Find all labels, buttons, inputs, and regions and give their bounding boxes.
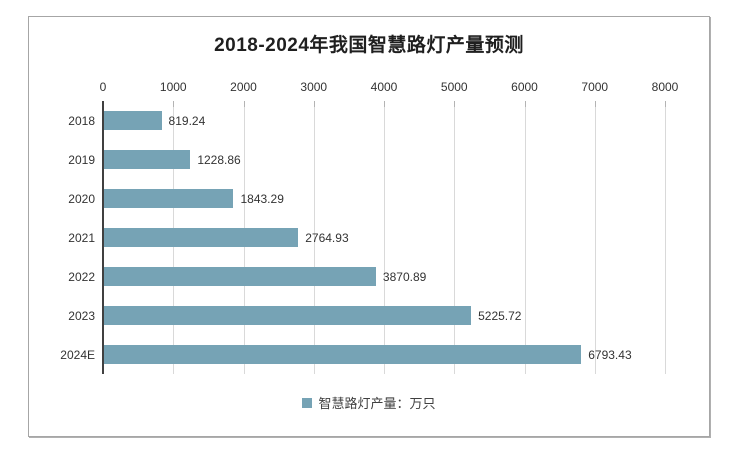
x-axis-tick-label: 4000 — [370, 80, 398, 94]
y-axis-category-label: 2018 — [68, 113, 95, 128]
x-axis-tick-label: 0 — [99, 80, 107, 94]
axis-tick-mark — [384, 101, 385, 107]
y-axis-category-label: 2024E — [60, 347, 95, 362]
gridline — [313, 101, 315, 374]
chart-box: 2018-2024年我国智慧路灯产量预测 智慧路灯产量：万只 0 1000 2000… — [28, 16, 710, 437]
bar-value-label: 1228.86 — [197, 152, 241, 167]
legend-marker-swatch — [302, 397, 313, 408]
bar — [104, 150, 191, 169]
bar — [104, 345, 582, 364]
axis-tick-mark — [454, 101, 456, 107]
axis-tick-mark — [173, 101, 175, 107]
bar — [104, 228, 299, 247]
gridline — [594, 101, 596, 374]
y-axis-category-label: 2023 — [68, 308, 95, 323]
gridline — [384, 101, 385, 374]
bar-value-label: 819.24 — [168, 113, 206, 128]
y-axis-category-label: 2019 — [68, 152, 95, 167]
axis-tick-mark — [524, 101, 526, 107]
x-axis-tick-label: 8000 — [651, 80, 679, 94]
gridline — [454, 101, 456, 374]
x-axis-tick-label: 1000 — [159, 80, 187, 94]
legend-label: 智慧路灯产量：万只 — [318, 396, 436, 411]
bar — [104, 189, 234, 208]
axis-tick-mark — [313, 101, 315, 107]
bar-value-label: 5225.72 — [478, 308, 522, 323]
x-axis-tick-label: 3000 — [300, 80, 328, 94]
bar — [104, 111, 162, 130]
bar — [104, 267, 376, 286]
x-axis-tick-label: 7000 — [581, 80, 609, 94]
x-axis-tick-label: 5000 — [440, 80, 468, 94]
y-axis-category-label: 2021 — [68, 230, 95, 245]
x-axis-tick-label: 2000 — [230, 80, 257, 94]
bar — [104, 306, 472, 325]
legend: 智慧路灯产量：万只 — [29, 393, 709, 412]
y-axis-line — [102, 101, 104, 374]
bar-value-label: 1843.29 — [240, 191, 284, 206]
y-axis-category-label: 2022 — [68, 269, 95, 284]
x-axis-tick-label: 6000 — [511, 80, 538, 94]
axis-tick-mark — [594, 101, 596, 107]
bar-value-label: 2764.93 — [305, 230, 349, 245]
gridline — [665, 101, 666, 374]
chart-title: 2018-2024年我国智慧路灯产量预测 — [214, 35, 524, 56]
axis-tick-mark — [665, 101, 666, 107]
bar-value-label: 6793.43 — [588, 347, 632, 362]
bar-value-label: 3870.89 — [382, 269, 427, 284]
y-axis-category-label: 2020 — [68, 191, 95, 206]
axis-tick-mark — [243, 101, 245, 107]
gridline — [524, 101, 526, 374]
